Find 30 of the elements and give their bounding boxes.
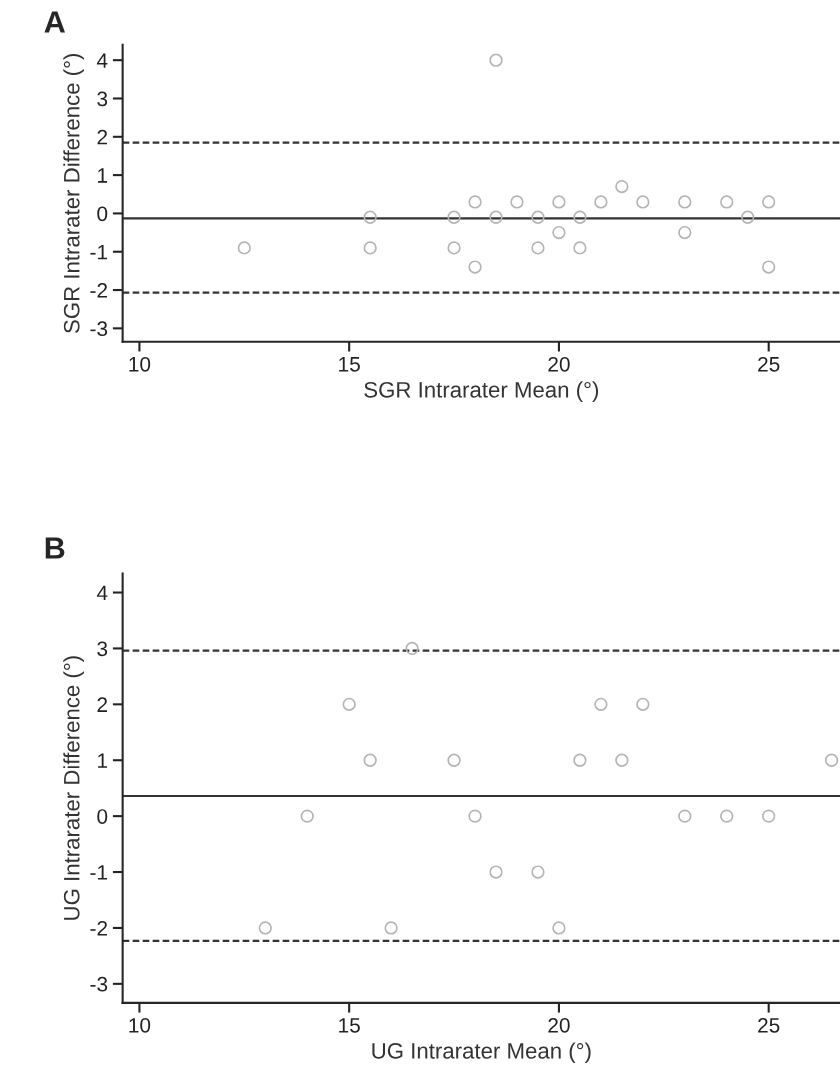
y-tick-label: 2: [97, 129, 108, 145]
x-tick-label: 25: [758, 1017, 780, 1033]
x-tick-label: 15: [339, 357, 360, 372]
x-tick-label: 15: [339, 1018, 360, 1033]
y-tick-label: -1: [90, 865, 108, 880]
y-tick-label: 3: [97, 641, 108, 657]
text: B: [45, 537, 65, 559]
x-tick-label: 10: [129, 356, 151, 372]
y-tick-label: -3: [90, 976, 108, 992]
y-tick-label: -3: [90, 321, 108, 337]
y-tick-label: 3: [97, 91, 108, 107]
y-tick-label: 4: [96, 53, 108, 68]
y-axis-title: SGR Intrarater Difference (°): [63, 53, 84, 333]
text: A: [44, 11, 65, 33]
y-tick-label: -1: [90, 244, 108, 260]
y-tick-label: 1: [98, 753, 108, 768]
y-tick-label: 0: [97, 809, 108, 824]
y-axis-title: UG Intrarater Difference (°): [63, 656, 84, 920]
y-tick-label: -2: [90, 920, 108, 936]
x-axis-title: UG Intrarater Mean (°): [372, 1042, 591, 1064]
x-tick-label: 10: [129, 1017, 151, 1033]
x-tick-label: 20: [548, 356, 570, 372]
y-tick-label: 1: [98, 168, 108, 183]
y-tick-label: 0: [97, 206, 108, 222]
x-axis-title: SGR Intrarater Mean (°): [364, 381, 598, 403]
y-tick-label: 2: [97, 697, 108, 712]
y-tick-label: -2: [90, 283, 108, 298]
x-tick-label: 25: [758, 356, 780, 372]
x-tick-label: 20: [548, 1017, 570, 1033]
y-tick-label: 4: [96, 585, 108, 601]
